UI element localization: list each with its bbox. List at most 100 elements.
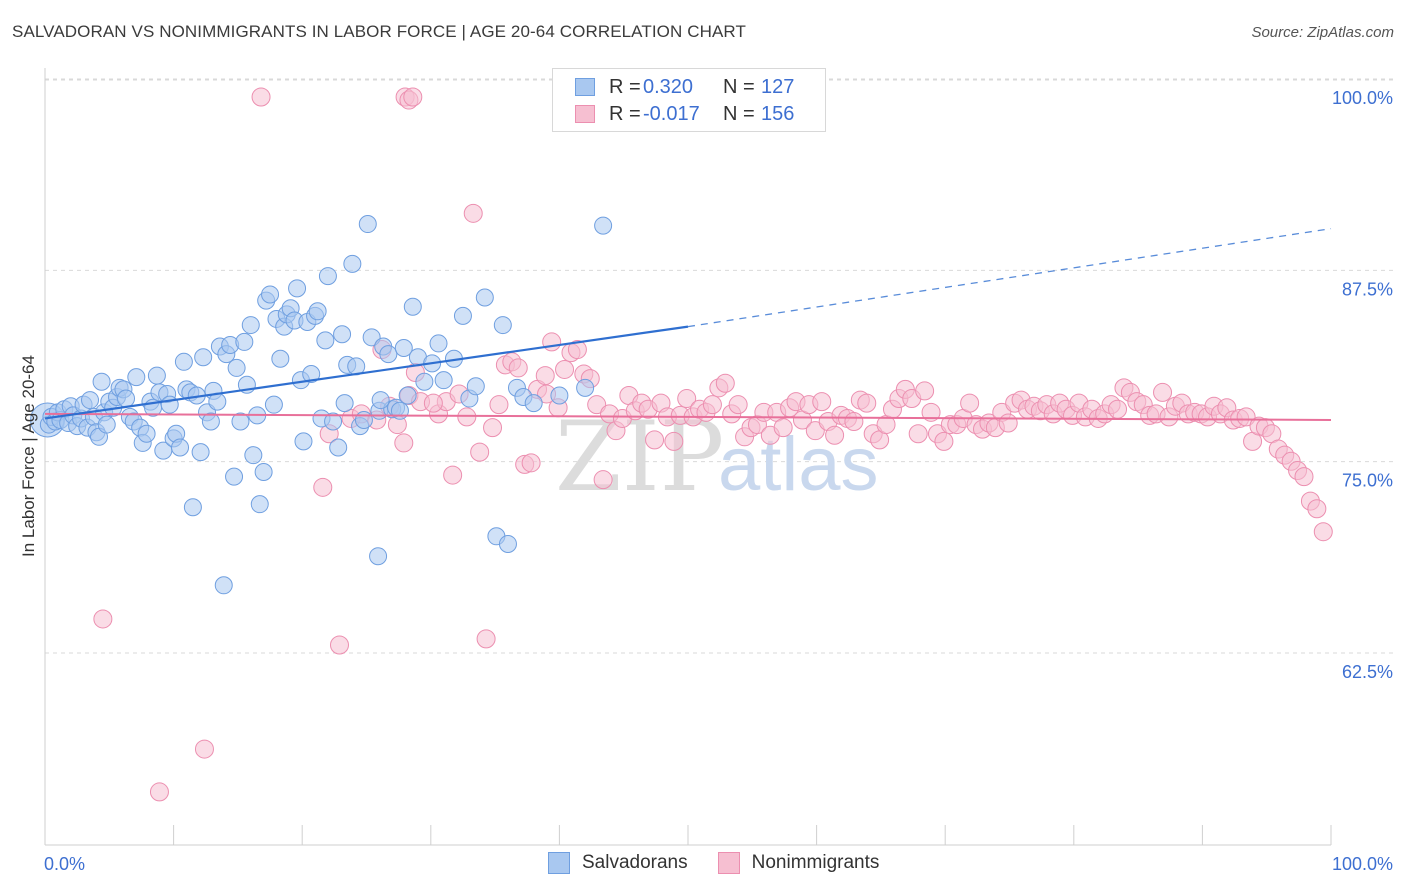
nonimmigrants-point [998, 413, 1018, 433]
nonimmigrants-point [93, 609, 113, 629]
salvadorans-point [147, 366, 166, 385]
legend-swatch-pink [575, 105, 595, 123]
salvadorans-point [308, 302, 327, 321]
x-tick-label: 0.0% [44, 854, 85, 874]
nonimmigrants-point [194, 739, 214, 759]
nonimmigrants-point [825, 425, 845, 445]
salvadorans-point [117, 389, 136, 408]
legend-label-salvadorans: Salvadorans [582, 852, 688, 873]
salvadorans-point [288, 279, 307, 298]
nonimmigrants-point [457, 407, 477, 427]
nonimmigrants-point [934, 431, 954, 451]
salvadorans-point [174, 352, 193, 371]
nonimmigrants-point [908, 424, 928, 444]
salvadorans-point [235, 332, 254, 351]
salvadorans-point [434, 371, 453, 390]
legend-item-salvadorans[interactable]: Salvadorans [548, 852, 688, 874]
y-tick-label: 87.5% [1342, 279, 1393, 299]
legend-swatch-blue [575, 78, 595, 96]
salvadorans-point [127, 368, 146, 387]
nonimmigrants-point [567, 340, 587, 360]
salvadorans-point [250, 495, 269, 514]
nonimmigrants-point [443, 465, 463, 485]
salvadorans-point [183, 498, 202, 517]
axes [44, 68, 1332, 846]
salvadorans-points [30, 215, 613, 595]
salvadorans-point [394, 339, 413, 358]
salvadorans-point [225, 467, 244, 486]
legend-r-label: R = [609, 102, 641, 125]
salvadorans-point [329, 438, 348, 457]
salvadorans-point [343, 254, 362, 273]
legend-n-label: N = [723, 102, 755, 125]
legend-item-nonimmigrants[interactable]: Nonimmigrants [717, 852, 880, 874]
y-tick-label: 100.0% [1332, 88, 1393, 108]
nonimmigrants-point [915, 381, 935, 401]
salvadorans-point [550, 386, 569, 405]
legend-label-nonimmigrants: Nonimmigrants [751, 852, 880, 873]
nonimmigrants-trend-line [44, 412, 1332, 421]
salvadorans-point [81, 391, 100, 410]
salvadorans-point [493, 316, 512, 335]
series-legend: Salvadorans Nonimmigrants [548, 852, 909, 874]
salvadorans-point [194, 348, 213, 367]
salvadorans-point [498, 534, 517, 553]
salvadorans-point [398, 386, 417, 405]
nonimmigrants-point [470, 442, 490, 462]
nonimmigrants-point [812, 392, 832, 412]
legend-row-salvadorans: R = 0.320 N = 127 [575, 75, 794, 99]
salvadorans-point [264, 395, 283, 414]
legend-n-value: 127 [761, 75, 795, 98]
nonimmigrants-point [805, 421, 825, 441]
chart-title: SALVADORAN VS NONIMMIGRANTS IN LABOR FOR… [12, 22, 746, 41]
legend-swatch-salvadorans [548, 852, 570, 874]
nonimmigrants-point [1108, 399, 1128, 419]
nonimmigrants-point [313, 477, 333, 497]
salvadorans-point [415, 372, 434, 391]
nonimmigrants-point [1153, 382, 1173, 402]
legend-row-nonimmigrants: R = -0.017 N = 156 [575, 102, 794, 126]
salvadorans-point [244, 446, 263, 465]
salvadorans-point [333, 325, 352, 344]
salvadorans-point [316, 331, 335, 350]
nonimmigrants-point [489, 395, 509, 415]
salvadorans-point [214, 576, 233, 595]
nonimmigrants-point [329, 635, 349, 655]
y-tick-label: 62.5% [1342, 662, 1393, 682]
salvadorans-point [390, 401, 409, 420]
salvadorans-point [576, 378, 595, 397]
salvadorans-point [271, 349, 290, 368]
salvadorans-point [241, 316, 260, 335]
y-tick-label: 75.0% [1342, 471, 1393, 491]
legend-r-value: 0.320 [643, 75, 694, 98]
x-tick-label: 100.0% [1332, 854, 1393, 874]
nonimmigrants-point [1236, 407, 1256, 427]
salvadorans-point [92, 372, 111, 391]
legend-n-label: N = [723, 75, 755, 98]
nonimmigrants-point [508, 358, 528, 378]
salvadorans-trend-extension [687, 227, 1332, 328]
nonimmigrants-point [535, 366, 555, 386]
salvadorans-point [231, 412, 250, 431]
nonimmigrants-point [423, 393, 443, 413]
salvadorans-point [403, 297, 422, 316]
salvadorans-point [524, 394, 543, 413]
salvadorans-trend-line [44, 325, 689, 420]
salvadorans-point [201, 412, 220, 431]
nonimmigrants-point [593, 470, 613, 490]
nonimmigrants-point [394, 433, 414, 453]
salvadorans-point [354, 410, 373, 429]
grid-lines [45, 78, 1394, 654]
nonimmigrants-point [251, 87, 271, 107]
trend-lines [44, 227, 1332, 421]
nonimmigrants-point [677, 389, 697, 409]
nonimmigrants-point [773, 418, 793, 438]
salvadorans-point [358, 215, 377, 234]
nonimmigrants-point [476, 629, 496, 649]
salvadorans-point [191, 443, 210, 462]
nonimmigrants-point [521, 453, 541, 473]
legend-r-label: R = [609, 75, 641, 98]
salvadorans-point [97, 415, 116, 434]
y-axis-label: In Labor Force | Age 20-64 [19, 355, 38, 557]
